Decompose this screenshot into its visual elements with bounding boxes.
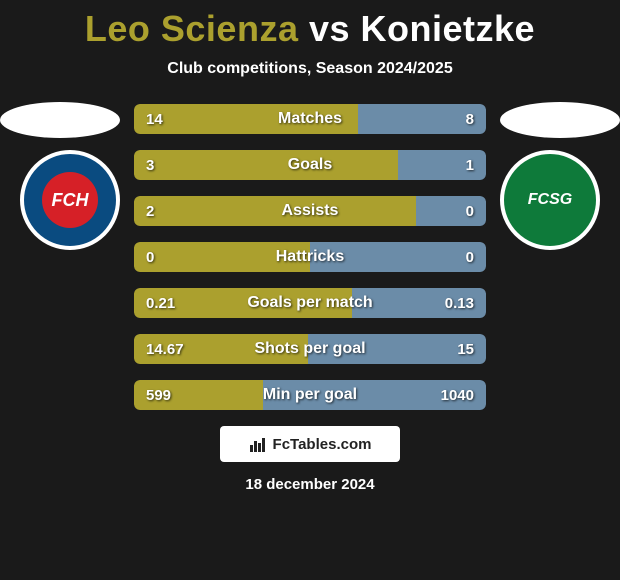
- chart-icon: [249, 435, 267, 453]
- stat-value-right: 1: [454, 150, 486, 180]
- stat-row: 3 Goals 1: [134, 150, 486, 180]
- watermark-text: FcTables.com: [273, 436, 372, 453]
- date-text: 18 december 2024: [0, 476, 620, 493]
- stat-value-right: 1040: [429, 380, 486, 410]
- club-badge-left: [20, 150, 120, 250]
- watermark: FcTables.com: [220, 426, 400, 462]
- stat-row: 14 Matches 8: [134, 104, 486, 134]
- stat-label: Goals: [134, 150, 486, 180]
- stat-label: Hattricks: [134, 242, 486, 272]
- club-badge-right: [500, 150, 600, 250]
- stat-label: Matches: [134, 104, 486, 134]
- stat-value-right: 0: [454, 242, 486, 272]
- stat-label: Shots per goal: [134, 334, 486, 364]
- player2-ellipse: [500, 102, 620, 138]
- stat-bars: 14 Matches 8 3 Goals 1 2 Assists 0 0 Hat…: [134, 104, 486, 410]
- season-subtitle: Club competitions, Season 2024/2025: [0, 60, 620, 78]
- stat-value-right: 8: [454, 104, 486, 134]
- stat-label: Assists: [134, 196, 486, 226]
- comparison-title: Leo Scienza vs Konietzke: [0, 0, 620, 50]
- comparison-chart: 14 Matches 8 3 Goals 1 2 Assists 0 0 Hat…: [0, 104, 620, 410]
- player2-name: Konietzke: [361, 8, 536, 49]
- vs-text: vs: [309, 8, 350, 49]
- stat-row: 599 Min per goal 1040: [134, 380, 486, 410]
- stat-value-right: 0.13: [433, 288, 486, 318]
- stat-value-right: 0: [454, 196, 486, 226]
- stat-row: 0.21 Goals per match 0.13: [134, 288, 486, 318]
- player1-ellipse: [0, 102, 120, 138]
- stat-row: 14.67 Shots per goal 15: [134, 334, 486, 364]
- stat-row: 0 Hattricks 0: [134, 242, 486, 272]
- player1-name: Leo Scienza: [85, 8, 299, 49]
- stat-value-right: 15: [445, 334, 486, 364]
- stat-row: 2 Assists 0: [134, 196, 486, 226]
